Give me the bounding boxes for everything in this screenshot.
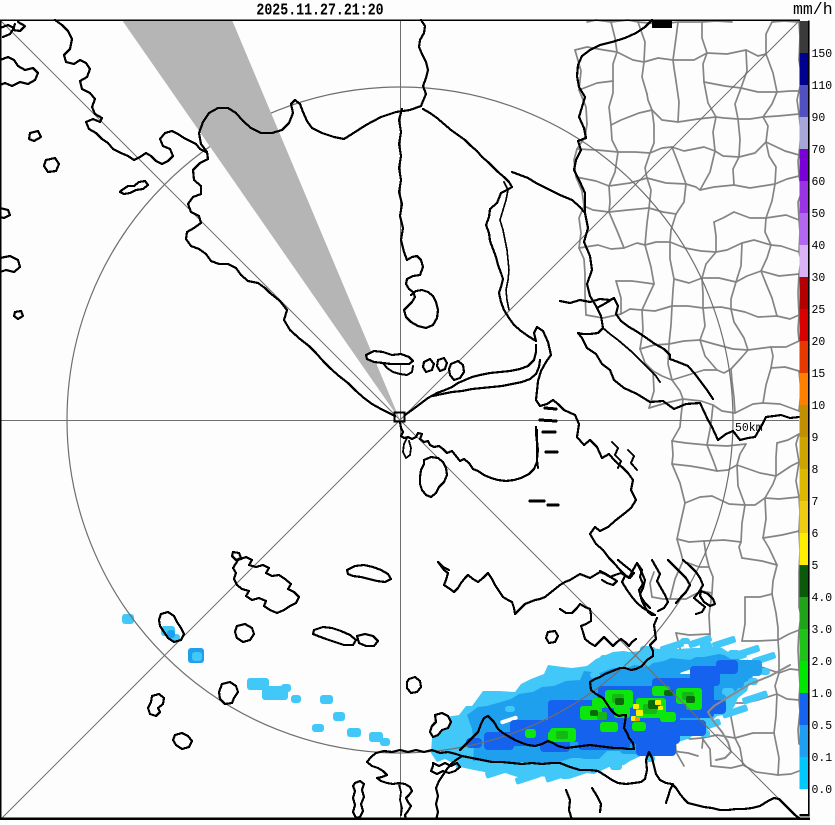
svg-text:2025.11.27.21:20: 2025.11.27.21:20 [256, 0, 383, 20]
svg-text:8: 8 [812, 464, 819, 477]
svg-text:25: 25 [812, 304, 826, 317]
svg-text:110: 110 [812, 80, 833, 93]
svg-text:20: 20 [812, 336, 826, 349]
svg-text:3.0: 3.0 [812, 624, 833, 637]
svg-text:10: 10 [812, 400, 826, 413]
svg-text:60: 60 [812, 176, 826, 189]
svg-text:0.5: 0.5 [812, 720, 833, 733]
svg-text:0.0: 0.0 [812, 784, 833, 797]
svg-text:30: 30 [812, 272, 826, 285]
svg-text:15: 15 [812, 368, 826, 381]
svg-text:9: 9 [812, 432, 819, 445]
svg-text:0.1: 0.1 [812, 752, 833, 765]
svg-text:70: 70 [812, 144, 826, 157]
svg-text:1.0: 1.0 [812, 688, 833, 701]
svg-text:mm/h: mm/h [793, 0, 833, 19]
svg-text:90: 90 [812, 112, 826, 125]
svg-text:50: 50 [812, 208, 826, 221]
svg-text:150: 150 [812, 48, 833, 61]
svg-text:6: 6 [812, 528, 819, 541]
svg-text:2.0: 2.0 [812, 656, 833, 669]
svg-text:40: 40 [812, 240, 826, 253]
svg-text:4.0: 4.0 [812, 592, 833, 605]
svg-text:50km: 50km [735, 422, 763, 435]
svg-text:5: 5 [812, 560, 819, 573]
svg-text:7: 7 [812, 496, 819, 509]
